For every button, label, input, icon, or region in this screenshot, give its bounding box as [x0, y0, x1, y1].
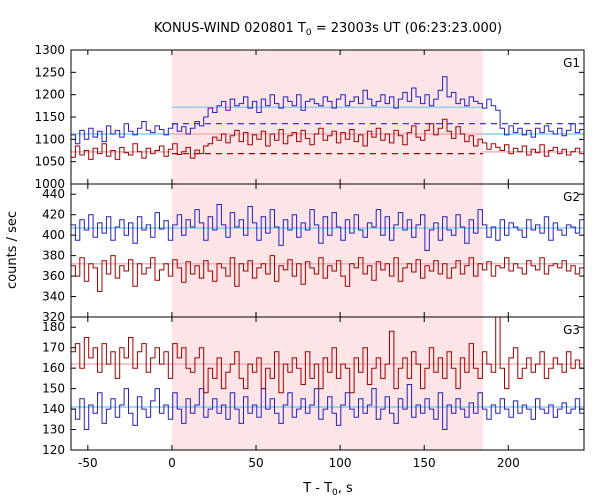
y-tick-label: 130: [42, 423, 65, 437]
y-tick-label: 140: [42, 402, 65, 416]
y-tick-label: 1050: [34, 155, 65, 169]
panel-plot-area: [71, 76, 584, 160]
panel-label: G3: [563, 323, 580, 337]
y-tick-label: 1200: [34, 88, 65, 102]
y-tick-label: 1000: [34, 177, 65, 191]
x-tick-label: 50: [248, 456, 263, 470]
series-red-histogram: [71, 317, 584, 394]
y-axis-label: counts / sec: [5, 211, 20, 289]
x-axis-label: T - T0, s: [302, 481, 353, 498]
x-tick-label: 100: [329, 456, 352, 470]
highlight-interval: [171, 184, 484, 317]
series-blue-histogram: [71, 384, 584, 430]
y-tick-label: 1100: [34, 132, 65, 146]
chart-title-main: KONUS-WIND 020801 T: [154, 21, 306, 36]
x-axis-label-sub: 0: [332, 488, 338, 498]
series-red-histogram: [71, 118, 584, 160]
panel-plot-area: [71, 317, 584, 430]
y-tick-label: 1150: [34, 110, 65, 124]
y-tick-label: 360: [42, 269, 65, 283]
highlight-interval: [171, 50, 484, 184]
y-tick-label: 420: [42, 208, 65, 222]
panel-plot-area: [71, 204, 584, 292]
x-axis-label-main: T - T: [302, 481, 332, 496]
panel-frame: [70, 316, 585, 451]
y-tick-label: 320: [42, 310, 65, 324]
y-tick-label: 120: [42, 443, 65, 457]
x-tick-label: -50: [78, 456, 98, 470]
series-blue-histogram: [71, 76, 584, 145]
x-tick-label: 150: [413, 456, 436, 470]
y-tick-label: 400: [42, 228, 65, 242]
panel-label: G2: [563, 190, 580, 204]
chart-title-rest: = 23003s UT (06:23:23.000): [312, 21, 502, 36]
y-tick-label: 380: [42, 249, 65, 263]
highlight-interval: [171, 317, 484, 450]
y-tick-label: 170: [42, 341, 65, 355]
y-tick-label: 440: [42, 187, 65, 201]
panel-label: G1: [563, 56, 580, 70]
panel-g1: 1050 1100 1150 1200 1250 1300 1000 G1: [34, 43, 585, 191]
x-tick-label: 200: [497, 456, 520, 470]
panel-g2: 340 360 380 400 420 440 320 G2: [42, 183, 585, 324]
x-tick-label: 0: [168, 456, 176, 470]
y-tick-label: 180: [42, 320, 65, 334]
series-blue-histogram: [71, 204, 584, 251]
y-tick-label: 340: [42, 290, 65, 304]
y-tick-label: 1300: [34, 43, 65, 57]
y-tick-label: 160: [42, 361, 65, 375]
chart-panels: 1050110011501200125013001000G13403603804…: [34, 43, 585, 470]
y-tick-label: 150: [42, 382, 65, 396]
y-tick-label: 1250: [34, 65, 65, 79]
series-red-histogram: [71, 255, 584, 292]
x-axis-label-rest: , s: [338, 481, 353, 496]
panel-g3: 120 130 140 150 160 170 180 -50 0 50 100 150 200 G3: [42, 316, 585, 470]
chart-title-sub: 0: [306, 28, 312, 38]
chart-title: KONUS-WIND 020801 T0 = 23003s UT (06:23:…: [154, 21, 502, 38]
